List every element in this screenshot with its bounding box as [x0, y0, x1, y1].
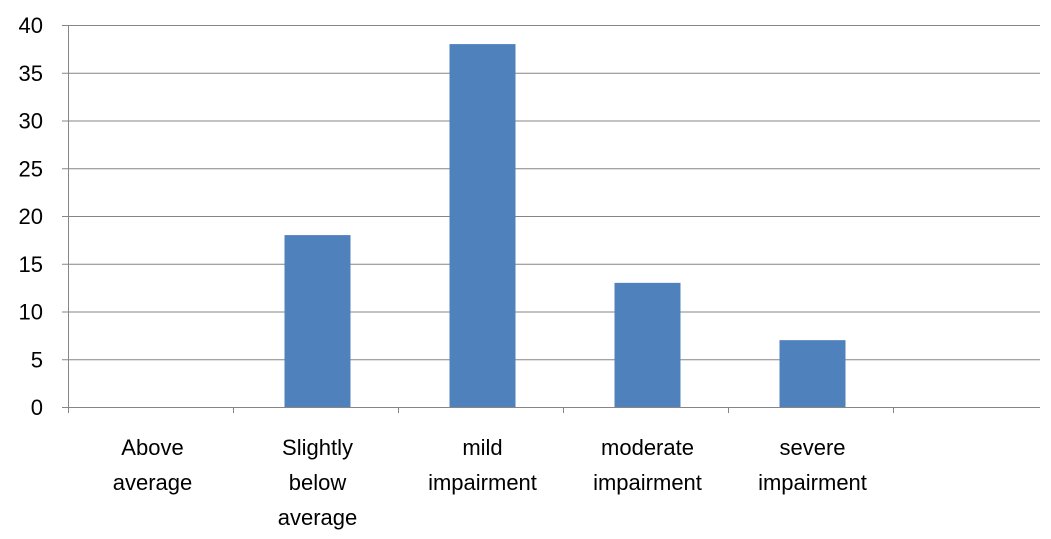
- gridlines: [62, 25, 1040, 413]
- x-category-label: Slightly below average: [278, 435, 358, 530]
- x-category-label-line: Slightly: [282, 435, 353, 460]
- x-category-label: severe impairment: [758, 435, 867, 495]
- x-category-label-line: impairment: [758, 470, 867, 495]
- y-tick-label: 30: [19, 109, 43, 134]
- x-category-label: Above average: [113, 435, 193, 495]
- bar: [614, 282, 681, 407]
- y-tick-label: 25: [19, 156, 43, 181]
- x-category-label-line: severe: [779, 435, 845, 460]
- x-category-label-line: below: [289, 470, 347, 495]
- bar: [779, 340, 846, 407]
- x-category-label-line: average: [113, 470, 193, 495]
- x-category-label-line: impairment: [593, 470, 702, 495]
- x-category-label-line: impairment: [428, 470, 537, 495]
- bar: [449, 44, 516, 407]
- x-category-label-line: average: [278, 505, 358, 530]
- bars: [284, 44, 846, 407]
- x-category-label-line: mild: [462, 435, 502, 460]
- x-category-label: moderate impairment: [593, 435, 702, 495]
- y-tick-label: 15: [19, 252, 43, 277]
- bar: [284, 235, 351, 407]
- x-category-label-line: moderate: [601, 435, 694, 460]
- y-tick-label: 35: [19, 61, 43, 86]
- y-tick-label: 5: [31, 347, 43, 372]
- y-tick-label: 10: [19, 300, 43, 325]
- y-tick-label: 40: [19, 13, 43, 38]
- y-tick-label: 0: [31, 395, 43, 420]
- x-category-label-line: Above: [121, 435, 183, 460]
- x-category-label: mild impairment: [428, 435, 537, 495]
- y-axis-tick-labels: 0 5 10 15 20 25 30 35 40: [19, 13, 43, 420]
- y-tick-label: 20: [19, 204, 43, 229]
- x-axis-category-labels: Above average Slightly below average mild impa…: [113, 435, 867, 530]
